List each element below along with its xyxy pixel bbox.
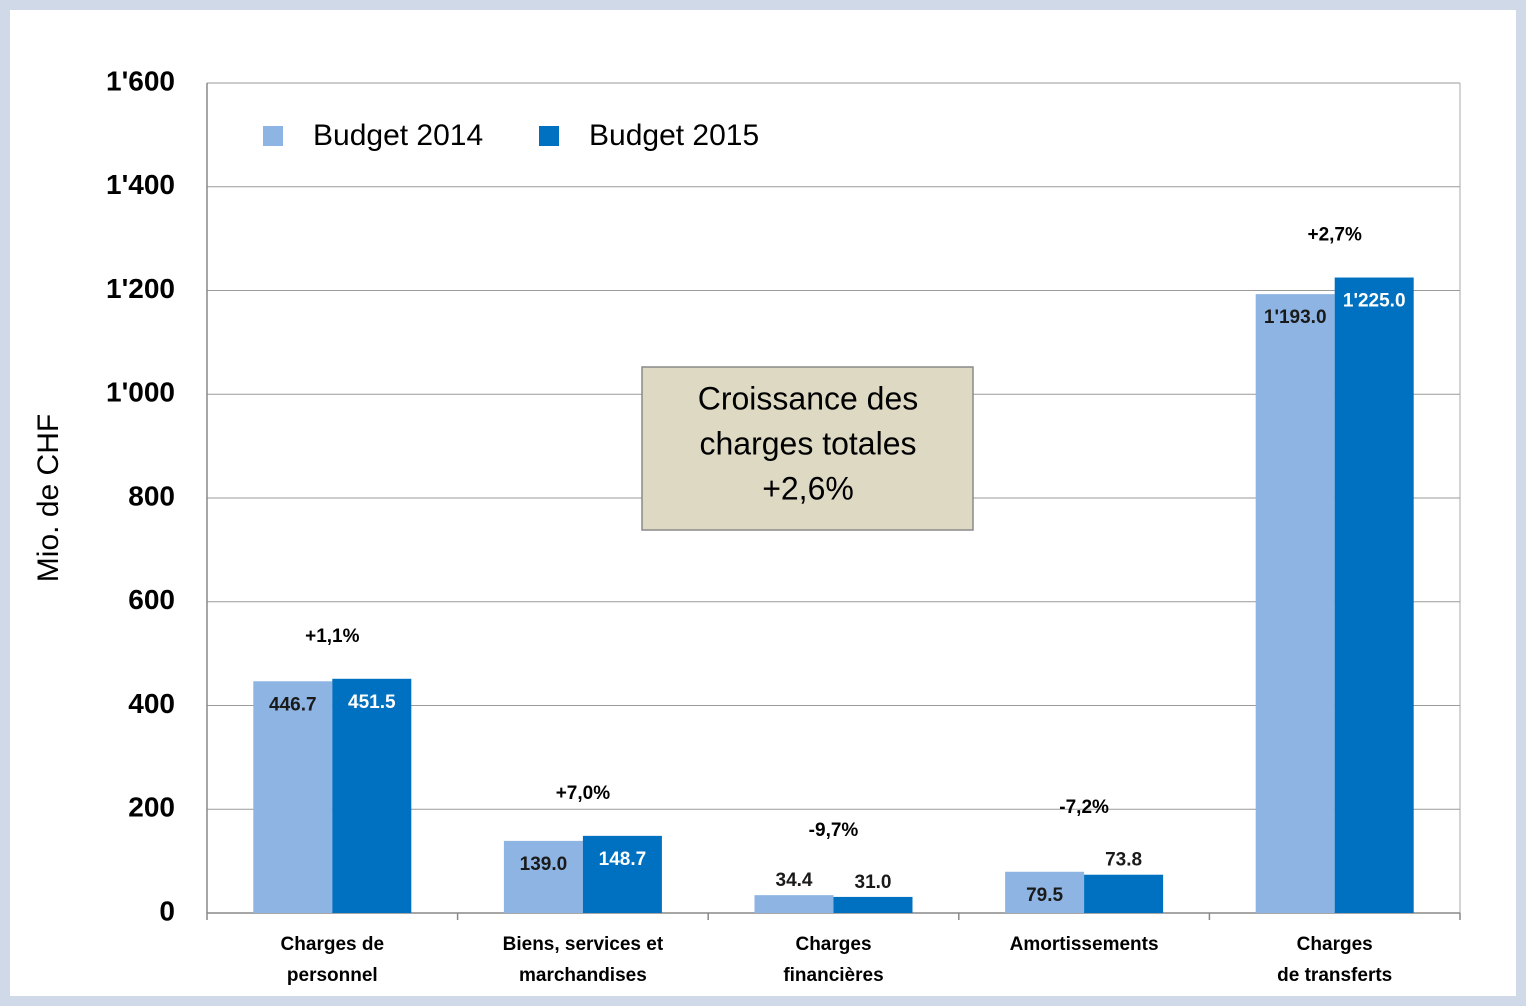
bar (1334, 277, 1414, 913)
legend-swatch (539, 126, 559, 146)
growth-label: -9,7% (809, 820, 859, 841)
y-axis-title: Mio. de CHF (32, 414, 65, 582)
growth-label: +1,1% (305, 626, 360, 647)
value-label: 451.5 (348, 692, 396, 713)
value-label: 73.8 (1105, 850, 1142, 871)
growth-label: -7,2% (1059, 797, 1109, 818)
x-tick-label: marchandises (519, 965, 647, 986)
bar (503, 840, 583, 913)
value-label: 31.0 (855, 872, 892, 893)
y-tick-label: 600 (128, 584, 175, 615)
y-tick-label: 400 (128, 688, 175, 719)
annotation-box (641, 366, 974, 531)
x-tick-label: financières (783, 965, 883, 986)
annotation-text: Croissance des (698, 380, 919, 416)
y-tick-label: 1'000 (106, 377, 175, 408)
legend-label: Budget 2014 (313, 119, 483, 152)
value-label: 1'225.0 (1343, 291, 1406, 312)
x-tick-label: personnel (287, 965, 378, 986)
bar (332, 678, 412, 913)
growth-label: +7,0% (556, 783, 611, 804)
y-tick-label: 1'400 (106, 169, 175, 200)
legend-swatch (263, 126, 283, 146)
bar (253, 681, 333, 913)
value-label: 148.7 (599, 849, 647, 870)
y-tick-label: 1'200 (106, 273, 175, 304)
y-tick-label: 0 (159, 895, 175, 926)
x-tick-label: Biens, services et (503, 934, 664, 955)
y-tick-label: 1'600 (106, 65, 175, 96)
value-label: 34.4 (776, 870, 813, 891)
x-tick-label: Charges (1297, 934, 1373, 955)
value-label: 446.7 (269, 694, 317, 715)
bar (1084, 874, 1164, 913)
value-label: 1'193.0 (1264, 307, 1327, 328)
bar (754, 895, 834, 913)
bar (582, 835, 662, 913)
bar (1255, 294, 1335, 914)
annotation-text: charges totales (699, 425, 916, 461)
bar (1005, 871, 1085, 913)
x-tick-label: Charges (795, 934, 871, 955)
value-label: 139.0 (520, 854, 568, 875)
y-tick-label: 200 (128, 792, 175, 823)
y-tick-label: 800 (128, 480, 175, 511)
x-tick-label: Charges de (281, 934, 384, 955)
x-tick-label: de transferts (1277, 965, 1392, 986)
legend-label: Budget 2015 (589, 119, 759, 152)
annotation-text: +2,6% (762, 470, 854, 506)
value-label: 79.5 (1026, 885, 1063, 906)
growth-label: +2,7% (1307, 225, 1362, 246)
x-tick-label: Amortissements (1010, 934, 1159, 955)
bar (833, 896, 913, 913)
